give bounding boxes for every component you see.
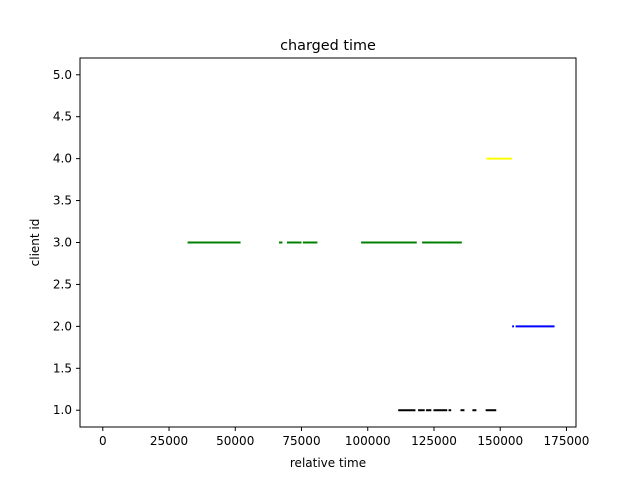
x-tick-label: 50000 [216, 434, 254, 448]
y-tick-label: 1.5 [53, 361, 72, 375]
x-tick-label: 175000 [544, 434, 590, 448]
x-axis-label: relative time [290, 456, 366, 470]
y-tick-label: 3.5 [53, 194, 72, 208]
x-tick-label: 100000 [345, 434, 391, 448]
x-axis: 0 25000 50000 75000 100000 125000 150000 175000 [99, 427, 589, 448]
plot-area [187, 157, 555, 412]
x-tick-label: 0 [99, 434, 107, 448]
x-tick-label: 150000 [477, 434, 523, 448]
y-tick-label: 5.0 [53, 68, 72, 82]
x-tick-label: 25000 [150, 434, 188, 448]
y-axis-label: client id [28, 219, 42, 267]
x-tick-label: 75000 [282, 434, 320, 448]
y-tick-label: 2.0 [53, 319, 72, 333]
y-axis: 1.0 1.5 2.0 2.5 3.0 3.5 4.0 4.5 5.0 [53, 68, 80, 417]
y-tick-label: 4.5 [53, 110, 72, 124]
y-tick-label: 4.0 [53, 152, 72, 166]
axes-frame [79, 57, 577, 428]
y-tick-label: 2.5 [53, 277, 72, 291]
y-tick-label: 3.0 [53, 236, 72, 250]
y-tick-label: 1.0 [53, 403, 72, 417]
chart-title: charged time [280, 38, 376, 54]
x-tick-label: 125000 [411, 434, 457, 448]
